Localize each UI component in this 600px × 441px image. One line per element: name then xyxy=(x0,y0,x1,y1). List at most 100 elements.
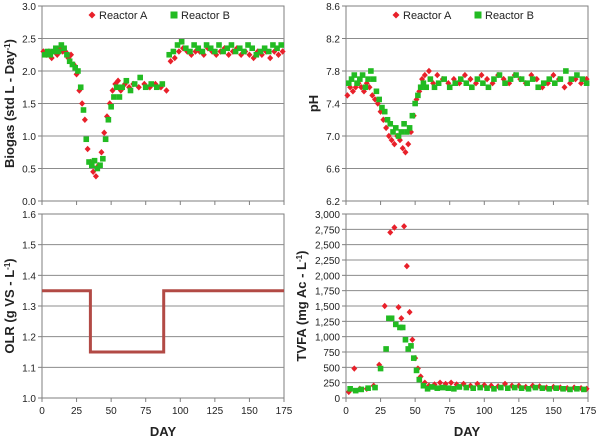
data-point-reactor-b xyxy=(370,76,377,82)
data-point-reactor-b xyxy=(456,384,463,390)
data-point-reactor-b xyxy=(195,45,202,52)
data-point-reactor-b xyxy=(119,84,126,91)
data-point-reactor-b xyxy=(127,87,134,94)
y-tick-label: 1.2 xyxy=(22,333,36,344)
data-point-reactor-b xyxy=(553,385,559,391)
data-point-reactor-a xyxy=(405,140,412,148)
data-point-reactor-a xyxy=(171,54,178,62)
y-tick-label: 2,000 xyxy=(315,271,340,282)
data-point-reactor-b xyxy=(116,94,123,100)
y-axis-label: Biogas (std L - Day-1) xyxy=(2,39,17,168)
data-point-reactor-b xyxy=(105,116,112,123)
data-point-reactor-b xyxy=(431,84,438,91)
data-point-reactor-b xyxy=(567,386,573,393)
x-axis-label: DAY xyxy=(454,424,481,439)
data-point-reactor-b xyxy=(540,80,547,86)
data-point-reactor-b xyxy=(445,385,452,391)
data-point-reactor-b xyxy=(72,64,78,71)
x-tick-label: 175 xyxy=(276,406,293,417)
data-point-reactor-b xyxy=(410,355,417,361)
data-point-reactor-b xyxy=(413,367,420,374)
data-point-reactor-b xyxy=(581,386,587,393)
data-point-reactor-b xyxy=(408,343,414,349)
data-point-reactor-a xyxy=(409,336,416,343)
data-point-reactor-b xyxy=(365,385,371,391)
data-point-reactor-a xyxy=(402,149,409,156)
data-point-reactor-b xyxy=(66,58,73,65)
data-point-reactor-b xyxy=(170,48,177,55)
data-point-reactor-b xyxy=(50,48,56,55)
data-point-reactor-a xyxy=(385,132,392,140)
data-point-reactor-b xyxy=(203,42,210,48)
data-point-reactor-b xyxy=(518,385,525,391)
data-point-reactor-b xyxy=(563,68,569,74)
data-point-reactor-b xyxy=(159,81,166,87)
data-point-reactor-a xyxy=(351,365,358,372)
data-point-reactor-b xyxy=(220,48,226,55)
data-point-reactor-b xyxy=(392,125,399,131)
data-point-reactor-b xyxy=(187,48,193,55)
data-point-reactor-a xyxy=(246,51,253,58)
data-point-reactor-b xyxy=(88,162,95,169)
data-point-reactor-b xyxy=(417,84,424,91)
data-point-reactor-b xyxy=(53,45,59,52)
data-point-reactor-a xyxy=(406,308,413,316)
data-point-reactor-a xyxy=(401,223,408,230)
data-point-reactor-b xyxy=(368,68,374,74)
legend-marker-reactor-a xyxy=(392,11,400,19)
data-point-reactor-b xyxy=(113,84,120,91)
data-point-reactor-a xyxy=(84,145,91,153)
data-point-reactor-a xyxy=(92,173,99,180)
data-point-reactor-b xyxy=(236,45,243,52)
y-tick-label: 2,250 xyxy=(315,256,340,267)
data-point-reactor-b xyxy=(383,346,389,352)
data-point-reactor-b xyxy=(347,386,353,392)
data-point-reactor-b xyxy=(518,76,525,82)
data-point-reactor-b xyxy=(257,48,264,55)
data-point-reactor-a xyxy=(344,92,351,99)
data-point-reactor-b xyxy=(261,45,268,52)
data-point-reactor-b xyxy=(513,72,519,78)
data-point-reactor-a xyxy=(163,87,170,94)
data-point-reactor-b xyxy=(388,315,395,322)
chart-panel-3: 1.0 1.1 1.2 1.3 1.4 1.5 1.6 0 25 50 75 100 125 150 175… xyxy=(2,210,293,439)
y-tick-label: 2.5 xyxy=(22,35,36,46)
data-point-reactor-b xyxy=(178,38,185,45)
data-point-reactor-b xyxy=(377,365,384,372)
data-point-reactor-b xyxy=(457,76,464,82)
data-point-reactor-a xyxy=(387,229,394,236)
data-point-reactor-b xyxy=(427,76,434,82)
x-tick-label: 0 xyxy=(343,406,349,417)
data-point-reactor-b xyxy=(435,80,442,86)
data-point-reactor-b xyxy=(80,107,87,113)
data-point-reactor-b xyxy=(524,80,530,86)
data-point-reactor-b xyxy=(395,133,402,139)
data-point-reactor-a xyxy=(81,116,88,123)
legend-marker-reactor-b xyxy=(170,11,178,19)
data-point-reactor-b xyxy=(97,162,103,169)
y-tick-label: 1.3 xyxy=(22,302,36,313)
data-point-reactor-b xyxy=(137,74,143,81)
y-tick-label: 2.0 xyxy=(22,67,36,78)
y-tick-label: 7.4 xyxy=(326,100,340,111)
data-point-reactor-b xyxy=(345,80,352,86)
chart-panel-1: 0.0 0.5 1.0 1.5 2.0 2.5 3.0 Biogas (std L - Day… xyxy=(2,2,286,208)
data-point-reactor-b xyxy=(405,346,412,352)
data-point-reactor-a xyxy=(396,136,403,144)
data-point-reactor-a xyxy=(395,304,402,311)
x-tick-label: 75 xyxy=(444,406,456,417)
data-point-reactor-b xyxy=(539,385,546,391)
y-tick-label: 3,000 xyxy=(315,210,340,221)
data-point-reactor-b xyxy=(357,76,363,82)
data-point-reactor-b xyxy=(463,80,470,86)
y-tick-label: 250 xyxy=(323,379,340,390)
data-point-reactor-b xyxy=(546,76,553,82)
data-point-reactor-b xyxy=(111,94,117,100)
data-point-reactor-a xyxy=(115,77,122,84)
data-point-reactor-b xyxy=(191,42,197,48)
data-point-reactor-b xyxy=(579,76,586,82)
y-axis-label: pH xyxy=(306,95,321,112)
y-tick-label: 8.6 xyxy=(326,2,340,13)
